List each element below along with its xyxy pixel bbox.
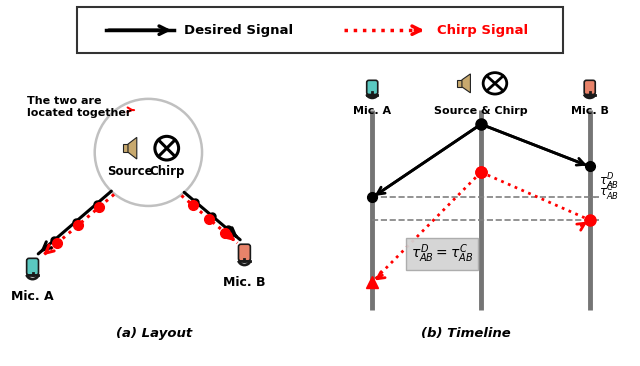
Text: (b) Timeline: (b) Timeline	[420, 327, 510, 340]
Text: Source: Source	[108, 165, 153, 178]
Polygon shape	[462, 74, 470, 93]
FancyBboxPatch shape	[239, 244, 250, 261]
Text: The two are
located together: The two are located together	[27, 96, 134, 117]
Polygon shape	[128, 137, 137, 159]
Text: Mic. A: Mic. A	[353, 106, 391, 116]
Text: Chirp: Chirp	[149, 165, 184, 178]
Text: Desired Signal: Desired Signal	[184, 24, 293, 37]
Text: $\tau^{C}_{AB}$: $\tau^{C}_{AB}$	[599, 183, 619, 203]
FancyBboxPatch shape	[367, 80, 378, 94]
Text: $\tau^{D}_{AB} = \tau^{C}_{AB}$: $\tau^{D}_{AB} = \tau^{C}_{AB}$	[411, 243, 473, 265]
Bar	[124, 144, 128, 152]
Text: Mic. B: Mic. B	[223, 276, 266, 290]
Text: (a) Layout: (a) Layout	[116, 327, 192, 340]
FancyBboxPatch shape	[27, 258, 38, 275]
Text: $\tau^{D}_{AB}$: $\tau^{D}_{AB}$	[599, 172, 619, 192]
Text: Source & Chirp: Source & Chirp	[434, 106, 528, 116]
FancyBboxPatch shape	[77, 7, 563, 53]
Text: Mic. B: Mic. B	[571, 106, 609, 116]
FancyBboxPatch shape	[584, 80, 595, 94]
Text: Chirp Signal: Chirp Signal	[436, 24, 528, 37]
Text: Mic. A: Mic. A	[12, 291, 54, 303]
Bar	[458, 80, 462, 87]
